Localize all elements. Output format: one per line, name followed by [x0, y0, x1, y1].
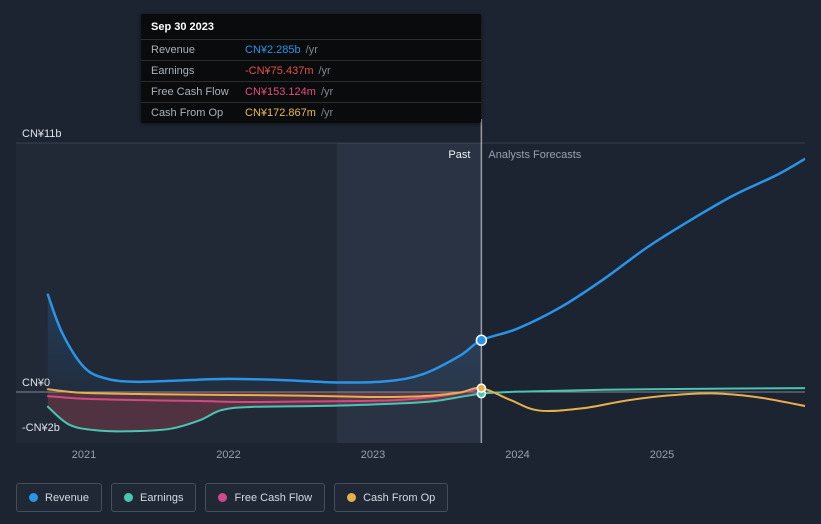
legend-label: Cash From Op [363, 491, 436, 504]
legend-label: Free Cash Flow [234, 491, 313, 504]
tooltip-row-value: CN¥153.124m [245, 86, 316, 98]
tooltip-rows: Revenue CN¥2.285b/yr Earnings -CN¥75.437m/y… [141, 39, 481, 123]
x-axis-label: 2024 [505, 449, 530, 461]
y-axis-label: -CN¥2b [22, 422, 60, 435]
tooltip-row-unit: /yr [318, 65, 331, 77]
x-axis-label: 2021 [71, 449, 97, 461]
legend-dot-icon [29, 493, 38, 502]
chart-tooltip: Sep 30 2023 Revenue CN¥2.285b/yr Earnings -… [141, 14, 481, 123]
legend-label: Earnings [140, 491, 184, 504]
series-area-revenue [47, 294, 482, 392]
tooltip-row-value: CN¥2.285b [245, 44, 301, 56]
x-axis-label: 2025 [649, 449, 675, 461]
tooltip-row-unit: /yr [320, 107, 334, 119]
legend-item-earnings[interactable]: Earnings [111, 483, 197, 512]
forecast-label: Analysts Forecasts [488, 149, 582, 161]
y-axis-label: CN¥0 [22, 377, 51, 389]
tooltip-row-free-cash-flow: Free Cash Flow CN¥153.124m/yr [141, 81, 481, 102]
marker-cash-from-op [476, 383, 487, 393]
x-axis-label: 2022 [216, 449, 241, 461]
tooltip-row-unit: /yr [320, 86, 334, 98]
tooltip-row-cash-from-op: Cash From Op CN¥172.867m/yr [141, 102, 481, 123]
past-label: Past [448, 149, 471, 161]
tooltip-date: Sep 30 2023 [151, 21, 214, 33]
legend-dot-icon [218, 493, 228, 502]
tooltip-row-revenue: Revenue CN¥2.285b/yr [141, 39, 481, 60]
legend-dot-icon [347, 493, 357, 502]
tooltip-row-unit: /yr [305, 44, 318, 56]
tooltip-row-value: -CN¥75.437m [245, 65, 314, 77]
y-axis-label: CN¥11b [22, 127, 62, 140]
legend-item-free-cash-flow[interactable]: Free Cash Flow [205, 483, 326, 512]
tooltip-row-label: Revenue [151, 44, 196, 56]
legend-label: Revenue [45, 491, 90, 504]
x-axis-label: 2023 [360, 449, 386, 461]
tooltip-row-label: Earnings [151, 65, 195, 77]
series-area-earnings [47, 392, 482, 432]
tooltip-row-label: Cash From Op [151, 107, 224, 119]
series-line-earnings [46, 387, 805, 433]
legend-dot-icon [124, 493, 134, 502]
legend-item-cash-from-op[interactable]: Cash From Op [334, 483, 449, 512]
chart-legend: Revenue Earnings Free Cash Flow Cash From O… [16, 483, 449, 512]
tooltip-row-label: Free Cash Flow [151, 86, 229, 98]
tooltip-row-earnings: Earnings -CN¥75.437m/yr [141, 60, 481, 81]
series-line-free-cash-flow [46, 387, 483, 403]
tooltip-row-value: CN¥172.867m [245, 107, 316, 119]
marker-revenue [475, 334, 488, 347]
series-line-revenue [46, 157, 805, 384]
legend-item-revenue[interactable]: Revenue [16, 483, 103, 512]
